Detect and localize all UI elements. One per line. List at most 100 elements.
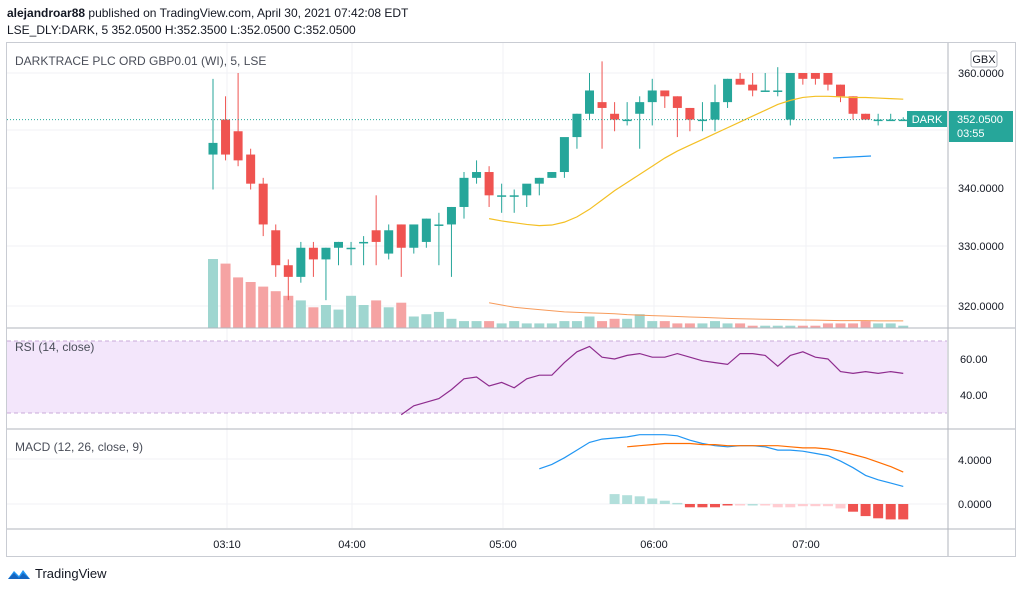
- price-tick: 330.0000: [958, 241, 1004, 253]
- candle-body: [371, 230, 381, 242]
- volume-bar: [710, 321, 720, 328]
- candle-body: [886, 119, 896, 122]
- volume-bar: [484, 321, 495, 328]
- volume-bar: [835, 323, 846, 328]
- candle-body: [610, 113, 620, 120]
- candle-body: [509, 195, 519, 197]
- username[interactable]: alejandroar88: [7, 6, 86, 20]
- candle-body: [622, 119, 632, 122]
- macd-hist-bar: [785, 504, 796, 508]
- candle-body: [547, 172, 557, 178]
- volume-bar: [333, 309, 344, 328]
- macd-hist-bar: [810, 504, 821, 507]
- volume-bar: [772, 325, 783, 328]
- symbol-tag: [907, 111, 947, 127]
- candle-body: [359, 241, 369, 244]
- candle-body: [396, 224, 406, 248]
- candle-body: [559, 137, 569, 173]
- macd-hist-bar: [797, 504, 808, 507]
- candle-body: [233, 131, 243, 161]
- volume-bar: [559, 321, 570, 328]
- candle-body: [472, 172, 482, 178]
- candle-body: [672, 96, 682, 108]
- volume-ma-line: [489, 302, 904, 322]
- last-price-value: 352.0500: [957, 114, 1003, 126]
- volume-bar: [421, 314, 432, 328]
- candle-body: [258, 183, 268, 225]
- volume-bar: [584, 316, 595, 328]
- volume-bar: [860, 321, 871, 328]
- candle-body: [597, 102, 607, 108]
- currency-badge-label: GBX: [972, 54, 996, 66]
- macd-hist-bar: [684, 504, 695, 508]
- volume-bar: [622, 318, 633, 328]
- macd-hist-bar: [835, 504, 846, 509]
- macd-hist-bar: [722, 504, 733, 506]
- candle-body: [823, 73, 833, 85]
- macd-hist-bar: [848, 504, 859, 512]
- macd-hist-bar: [860, 504, 871, 517]
- chart-frame: [6, 42, 1016, 557]
- volume-bar: [509, 321, 520, 328]
- bar-countdown: 03:55: [957, 128, 985, 140]
- volume-bar: [760, 325, 771, 328]
- candle-body: [785, 73, 795, 120]
- rsi-legend[interactable]: RSI (14, close): [15, 340, 94, 354]
- volume-bar: [873, 323, 884, 328]
- volume-bar: [320, 305, 331, 328]
- candle-body: [271, 230, 281, 266]
- currency-badge[interactable]: [970, 50, 998, 68]
- macd-hist-bar: [898, 504, 909, 520]
- volume-bar: [283, 295, 294, 328]
- price-tick: 320.0000: [958, 301, 1004, 313]
- macd-hist-bar: [885, 504, 896, 520]
- volume-bar: [848, 323, 859, 328]
- footer-brand-label: TradingView: [35, 566, 107, 581]
- ohlc-summary: LSE_DLY:DARK, 5 352.0500 H:352.3500 L:35…: [7, 23, 356, 37]
- volume-bar: [233, 277, 244, 328]
- candle-body: [898, 119, 908, 122]
- volume-bar: [822, 323, 833, 328]
- time-tick: 04:00: [338, 539, 366, 551]
- candle-body: [760, 90, 770, 92]
- volume-bar: [308, 307, 319, 328]
- macd-line: [539, 434, 904, 487]
- volume-bar: [245, 282, 256, 328]
- macd-hist-bar: [710, 504, 720, 508]
- volume-bar: [684, 323, 695, 328]
- volume-bar: [346, 295, 357, 328]
- macd-hist-bar: [697, 504, 708, 508]
- volume-bar: [647, 321, 658, 328]
- candle-body: [208, 142, 218, 155]
- price-ma-line: [488, 95, 904, 227]
- price-tick: 340.0000: [958, 183, 1004, 195]
- price-tick: 360.0000: [958, 68, 1004, 80]
- candle-body: [735, 78, 745, 85]
- volume-bar: [609, 318, 620, 328]
- candle-body: [685, 107, 695, 120]
- macd-hist-bar: [659, 500, 670, 504]
- volume-bar: [396, 302, 407, 328]
- candle-body: [836, 84, 845, 97]
- volume-bar: [295, 300, 306, 328]
- symbol-tag-label: DARK: [912, 114, 943, 126]
- macd-legend[interactable]: MACD (12, 26, close, 9): [15, 440, 143, 454]
- macd-hist-bar: [747, 504, 758, 506]
- volume-bar: [785, 325, 796, 328]
- rsi-tick: 40.00: [960, 390, 988, 402]
- candle-body: [308, 247, 318, 260]
- rsi-line: [400, 345, 904, 416]
- volume-bar: [459, 321, 469, 328]
- candle-body: [497, 195, 507, 197]
- volume-bar: [270, 291, 281, 328]
- tradingview-logo-icon: [8, 569, 30, 579]
- macd-tick: 0.0000: [958, 499, 992, 511]
- main-legend[interactable]: DARKTRACE PLC ORD GBP0.01 (WI), 5, LSE: [15, 54, 266, 68]
- candle-body: [221, 119, 231, 155]
- candle-body: [283, 265, 293, 277]
- time-tick: 03:10: [213, 539, 241, 551]
- published-text: published on TradingView.com, April 30, …: [88, 6, 409, 20]
- volume-bar: [735, 323, 746, 328]
- footer-brand[interactable]: TradingView: [7, 566, 107, 581]
